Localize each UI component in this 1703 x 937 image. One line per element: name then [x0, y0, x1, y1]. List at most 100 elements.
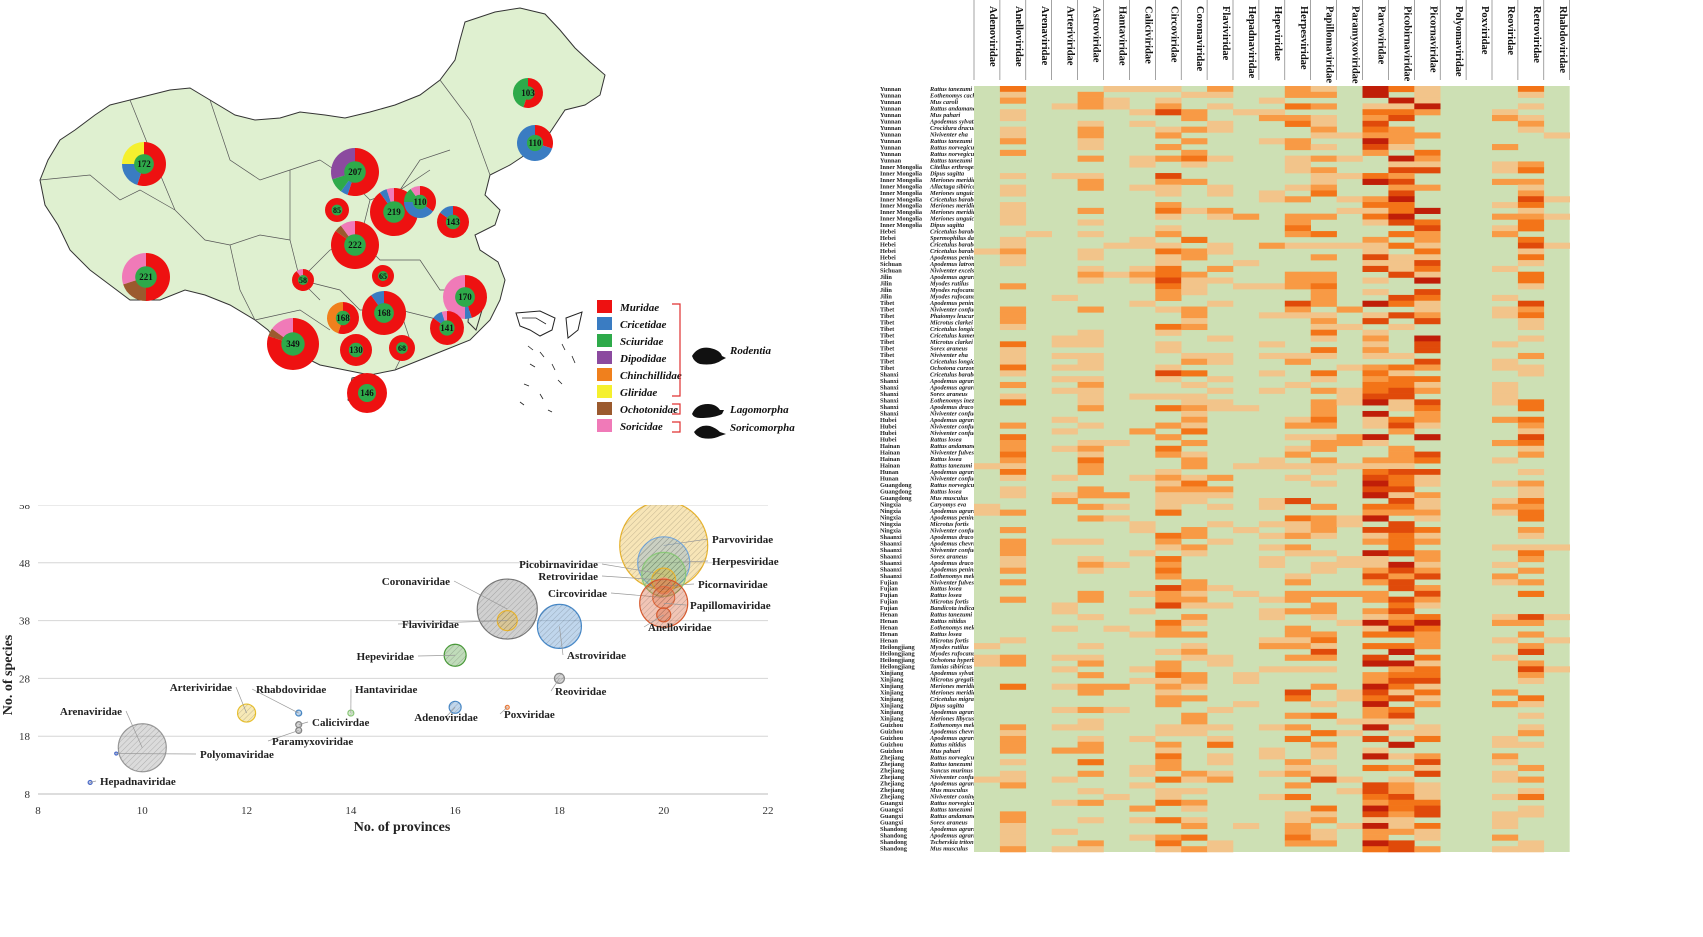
heatmap-cell [1259, 544, 1285, 550]
heatmap-cell [1155, 254, 1181, 260]
heatmap-cell [1518, 742, 1544, 748]
heatmap-cell [1518, 724, 1544, 730]
bubble-point: Paramyxoviridae [268, 727, 353, 748]
heatmap-cell [1000, 556, 1026, 562]
legend-swatch [597, 351, 612, 364]
heatmap-cell [1363, 794, 1389, 800]
heatmap-cell [1363, 254, 1389, 260]
heatmap-cell [1207, 405, 1233, 411]
heatmap-cell [1078, 272, 1104, 278]
pie-value-label: 110 [528, 138, 542, 148]
heatmap-cell [1363, 701, 1389, 707]
heatmap-cell [1388, 684, 1414, 690]
heatmap-cell [1181, 278, 1207, 284]
heatmap-cell [1181, 655, 1207, 661]
bracket-rodentia [672, 304, 680, 396]
heatmap-cell [1104, 103, 1130, 109]
heatmap-cell [1181, 486, 1207, 492]
heatmap-cell [1207, 185, 1233, 191]
heatmap-cell [1207, 156, 1233, 162]
heatmap-cell [1414, 701, 1440, 707]
heatmap-cell [1518, 614, 1544, 620]
heatmap-cell [1207, 736, 1233, 742]
heatmap-cell [1388, 312, 1414, 318]
heatmap-cell [1363, 202, 1389, 208]
heatmap-cell [1181, 771, 1207, 777]
heatmap-cell [1026, 231, 1052, 237]
heatmap-cell [1233, 283, 1259, 289]
heatmap-cell [1311, 602, 1337, 608]
heatmap-cell [1363, 614, 1389, 620]
heatmap-cell [1207, 492, 1233, 498]
heatmap-cell [1000, 759, 1026, 765]
heatmap-column-header: Picornaviridae [1427, 6, 1438, 73]
heatmap-cell [1388, 730, 1414, 736]
bubble-point: Hepeviridae [357, 644, 467, 666]
heatmap-cell [1492, 736, 1518, 742]
heatmap-cell [1311, 254, 1337, 260]
heatmap-cell [1181, 527, 1207, 533]
heatmap-cell [1052, 602, 1078, 608]
heatmap-column-header: Coronaviridae [1194, 6, 1205, 71]
heatmap-column-header: Papillomaviridae [1324, 6, 1335, 83]
heatmap-cell [1388, 713, 1414, 719]
heatmap-cell [1285, 121, 1311, 127]
heatmap-cell [1363, 811, 1389, 817]
heatmap-column-header: Polyomaviridae [1453, 6, 1464, 77]
heatmap-cell [1492, 510, 1518, 516]
heatmap-cell [1518, 846, 1544, 852]
heatmap-cell [1129, 666, 1155, 672]
heatmap-cell [1181, 724, 1207, 730]
south-china-sea-inset [516, 311, 582, 412]
heatmap-cell [1155, 556, 1181, 562]
heatmap-cell [1363, 806, 1389, 812]
bubble-label: Retroviridae [538, 571, 598, 583]
heatmap-cell [1000, 823, 1026, 829]
map-pie-circle: 58 [292, 269, 314, 291]
heatmap-cell [1311, 370, 1337, 376]
heatmap-cell [1078, 219, 1104, 225]
heatmap-cell [1155, 446, 1181, 452]
bubble-point: Hantaviridae [348, 684, 418, 716]
heatmap-cell [1285, 637, 1311, 643]
bubble-label: Rhabdoviridae [256, 684, 326, 696]
heatmap-cell [1078, 748, 1104, 754]
heatmap-cell [1207, 777, 1233, 783]
heatmap-cell [1129, 237, 1155, 243]
heatmap-cell [1414, 550, 1440, 556]
heatmap-cell [1285, 452, 1311, 458]
heatmap-cell [1518, 167, 1544, 173]
heatmap-cell [1155, 190, 1181, 196]
heatmap-cell [1259, 666, 1285, 672]
heatmap-cell [1518, 225, 1544, 231]
heatmap-cell [1388, 481, 1414, 487]
heatmap-cell [1518, 765, 1544, 771]
heatmap-cell [1311, 771, 1337, 777]
heatmap-cell [1000, 109, 1026, 115]
heatmap-cell [1518, 208, 1544, 214]
heatmap-cell [1388, 254, 1414, 260]
heatmap-cell [1155, 730, 1181, 736]
map-pie-circle: 68 [389, 335, 415, 361]
heatmap-cell [1000, 452, 1026, 458]
heatmap-cell [1363, 736, 1389, 742]
heatmap-cell [1388, 550, 1414, 556]
heatmap-cell [1414, 388, 1440, 394]
heatmap-cell [1363, 370, 1389, 376]
heatmap-cell [1388, 469, 1414, 475]
heatmap-cell [1311, 730, 1337, 736]
heatmap-cell [1155, 573, 1181, 579]
heatmap-cell [1311, 179, 1337, 185]
heatmap-cell [1000, 208, 1026, 214]
heatmap-cell [1000, 539, 1026, 545]
heatmap-cell [1311, 86, 1337, 92]
heatmap-cell [1181, 138, 1207, 144]
heatmap-column-header: Retroviridae [1531, 6, 1542, 63]
heatmap-cell [1311, 840, 1337, 846]
heatmap-cell [1388, 544, 1414, 550]
heatmap-cell [1000, 254, 1026, 260]
heatmap-cell [1129, 631, 1155, 637]
heatmap-cell [1207, 585, 1233, 591]
bubble-label: Adenoviridae [414, 712, 478, 724]
heatmap-cell [1388, 376, 1414, 382]
